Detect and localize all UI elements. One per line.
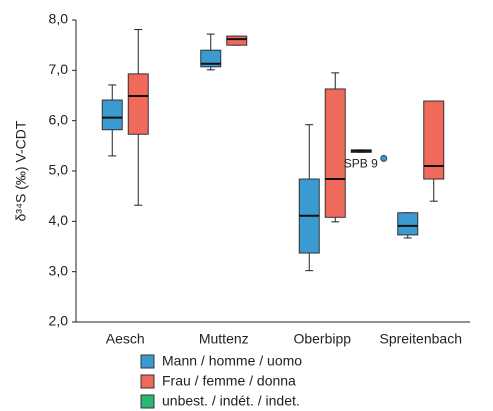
y-axis-label: δ³⁴S (‰) V-CDT [13,120,29,221]
legend-label: unbest. / indét. / indet. [162,393,300,409]
x-tick-label: Oberbipp [293,331,351,347]
legend-swatch [140,374,155,389]
box [397,212,419,236]
outlier [380,154,388,162]
legend-label: Mann / homme / uomo [162,353,302,369]
outlier-label: SPB 9 [344,157,378,171]
box [101,99,123,131]
x-tick-label: Aesch [106,331,145,347]
box [226,35,248,46]
legend-label: Frau / femme / donna [162,373,296,389]
box [423,100,445,180]
y-tick-label: 7,0 [49,61,69,77]
y-tick-label: 3,0 [49,262,69,278]
y-tick-label: 8,0 [49,11,69,27]
box [200,49,222,68]
y-tick-label: 6,0 [49,111,69,127]
y-tick-label: 2,0 [49,313,69,329]
y-tick-label: 5,0 [49,162,69,178]
y-tick-label: 4,0 [49,212,69,228]
box [324,88,346,218]
x-tick-label: Muttenz [199,331,249,347]
legend-swatch [140,394,155,409]
x-tick-label: Spreitenbach [379,331,462,347]
box [127,73,149,135]
legend-swatch [140,354,155,369]
